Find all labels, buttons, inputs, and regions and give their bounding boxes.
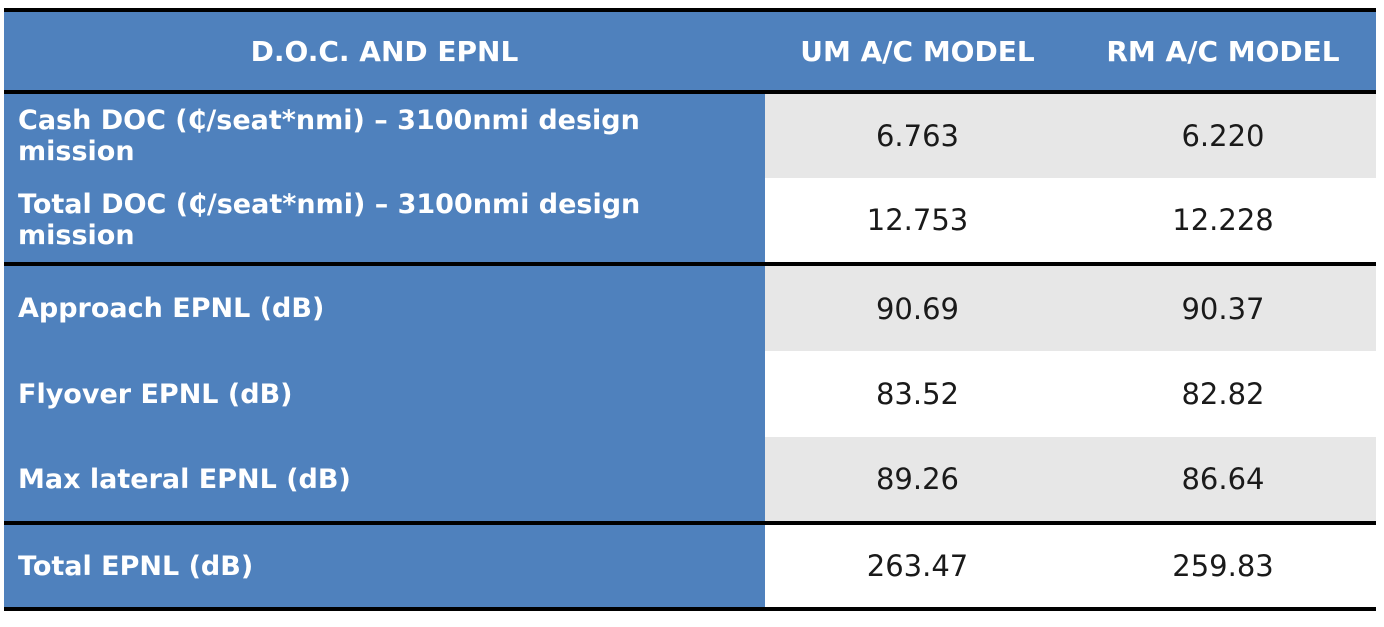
rm-value: 82.82 — [1070, 351, 1376, 437]
um-value: 83.52 — [765, 351, 1070, 437]
row-label: Cash DOC (₵/seat*nmi) – 3100nmi design m… — [4, 94, 765, 178]
rm-value: 12.228 — [1070, 178, 1376, 262]
rm-value: 90.37 — [1070, 266, 1376, 351]
rm-value: 6.220 — [1070, 94, 1376, 178]
rm-value: 86.64 — [1070, 437, 1376, 521]
um-value: 263.47 — [765, 525, 1070, 607]
table-row: Approach EPNL (dB) 90.69 90.37 — [4, 266, 1376, 351]
rm-value: 259.83 — [1070, 525, 1376, 607]
header-doc-epnl: D.O.C. AND EPNL — [4, 12, 765, 90]
section-rule — [4, 521, 1376, 525]
table-row: Total DOC (₵/seat*nmi) – 3100nmi design … — [4, 178, 1376, 262]
row-label: Approach EPNL (dB) — [4, 266, 765, 351]
section-rule — [4, 262, 1376, 266]
row-label: Max lateral EPNL (dB) — [4, 437, 765, 521]
table-bottom-rule — [4, 607, 1376, 611]
header-um-model: UM A/C MODEL — [765, 12, 1070, 90]
table-top-rule — [4, 8, 1376, 12]
table-row: Max lateral EPNL (dB) 89.26 86.64 — [4, 437, 1376, 521]
um-value: 6.763 — [765, 94, 1070, 178]
um-value: 89.26 — [765, 437, 1070, 521]
table-row: Total EPNL (dB) 263.47 259.83 — [4, 525, 1376, 607]
row-label: Total DOC (₵/seat*nmi) – 3100nmi design … — [4, 178, 765, 262]
table-header-row: D.O.C. AND EPNL UM A/C MODEL RM A/C MODE… — [4, 12, 1376, 90]
table-row: Flyover EPNL (dB) 83.52 82.82 — [4, 351, 1376, 437]
row-label: Total EPNL (dB) — [4, 525, 765, 607]
row-label: Flyover EPNL (dB) — [4, 351, 765, 437]
table-row: Cash DOC (₵/seat*nmi) – 3100nmi design m… — [4, 94, 1376, 178]
um-value: 12.753 — [765, 178, 1070, 262]
header-rm-model: RM A/C MODEL — [1070, 12, 1376, 90]
um-value: 90.69 — [765, 266, 1070, 351]
header-rule — [4, 90, 1376, 94]
